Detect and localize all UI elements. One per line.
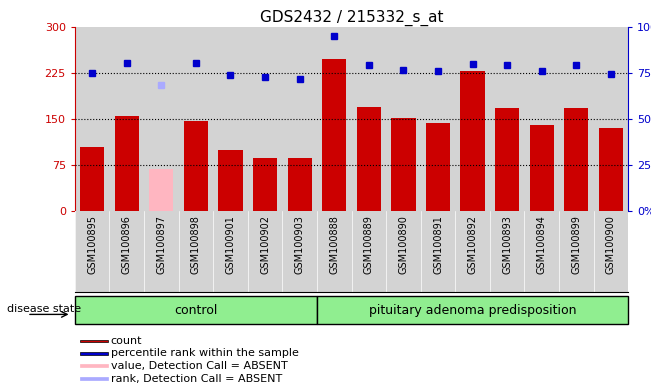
Bar xyxy=(530,125,554,211)
Bar xyxy=(322,60,346,211)
Bar xyxy=(81,339,108,343)
Text: GSM100895: GSM100895 xyxy=(87,215,97,274)
Title: GDS2432 / 215332_s_at: GDS2432 / 215332_s_at xyxy=(260,9,443,25)
Text: GSM100893: GSM100893 xyxy=(502,215,512,274)
Text: GSM100890: GSM100890 xyxy=(398,215,408,274)
Text: count: count xyxy=(111,336,143,346)
Text: GSM100894: GSM100894 xyxy=(537,215,547,274)
Text: disease state: disease state xyxy=(7,304,81,314)
Text: GSM100896: GSM100896 xyxy=(122,215,132,274)
Bar xyxy=(564,108,589,211)
Bar xyxy=(80,147,104,211)
Text: GSM100888: GSM100888 xyxy=(329,215,339,274)
Text: control: control xyxy=(174,304,217,316)
Text: GSM100900: GSM100900 xyxy=(606,215,616,274)
Bar xyxy=(317,296,628,324)
Bar xyxy=(357,107,381,211)
Bar xyxy=(391,118,415,211)
Bar xyxy=(599,128,623,211)
Text: pituitary adenoma predisposition: pituitary adenoma predisposition xyxy=(369,304,576,316)
Bar xyxy=(81,352,108,355)
Bar xyxy=(184,121,208,211)
Bar xyxy=(426,123,450,211)
Text: GSM100897: GSM100897 xyxy=(156,215,166,274)
Text: GSM100903: GSM100903 xyxy=(295,215,305,274)
Text: GSM100901: GSM100901 xyxy=(225,215,236,274)
Bar xyxy=(81,377,108,380)
Text: GSM100899: GSM100899 xyxy=(572,215,581,274)
Bar xyxy=(460,71,485,211)
Bar xyxy=(218,150,243,211)
Text: percentile rank within the sample: percentile rank within the sample xyxy=(111,348,299,358)
Bar xyxy=(253,158,277,211)
Text: GSM100889: GSM100889 xyxy=(364,215,374,274)
Bar xyxy=(149,169,173,211)
Text: GSM100902: GSM100902 xyxy=(260,215,270,274)
Bar xyxy=(81,364,108,367)
Text: value, Detection Call = ABSENT: value, Detection Call = ABSENT xyxy=(111,361,288,371)
Bar xyxy=(495,108,519,211)
Bar xyxy=(288,158,312,211)
Text: GSM100892: GSM100892 xyxy=(467,215,478,274)
Text: GSM100891: GSM100891 xyxy=(433,215,443,274)
Text: GSM100898: GSM100898 xyxy=(191,215,201,274)
Bar xyxy=(75,296,317,324)
Bar xyxy=(115,116,139,211)
Text: rank, Detection Call = ABSENT: rank, Detection Call = ABSENT xyxy=(111,374,282,384)
